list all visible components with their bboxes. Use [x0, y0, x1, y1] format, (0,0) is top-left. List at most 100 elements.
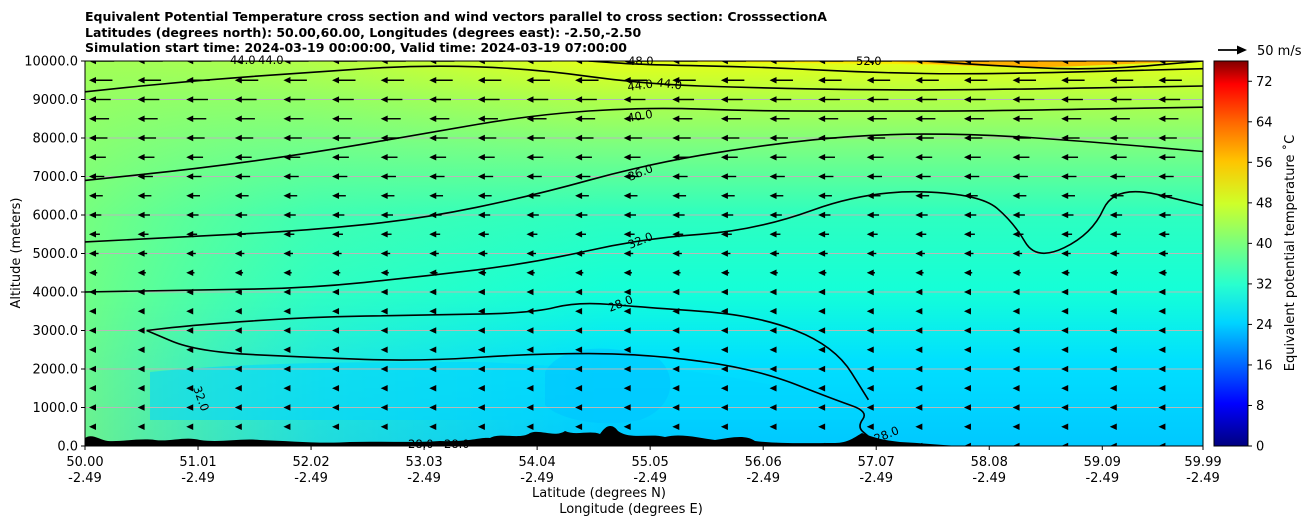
wind-arrow-head	[234, 327, 242, 334]
wind-arrow-head	[963, 231, 971, 238]
wind-arrow-head	[866, 327, 874, 334]
wind-arrow-head	[915, 154, 923, 161]
wind-arrow-head	[963, 308, 971, 315]
wind-arrow-head	[1012, 308, 1020, 315]
wind-arrow-head	[575, 96, 583, 103]
wind-arrow-head	[332, 385, 340, 392]
wind-arrow-head	[380, 250, 388, 257]
wind-arrow-head	[429, 404, 437, 411]
wind-arrow-head	[1158, 288, 1166, 296]
wind-arrow-head	[526, 423, 534, 430]
wind-arrow-head	[1109, 115, 1117, 122]
wind-arrow-head	[1012, 250, 1020, 257]
wind-arrow-head	[818, 154, 826, 161]
wind-arrow-head	[332, 154, 340, 161]
wind-arrow-head	[89, 385, 96, 392]
wind-arrow-head	[137, 327, 145, 334]
wind-arrow-head	[1061, 115, 1069, 122]
wind-arrow-head	[1109, 269, 1117, 276]
wind-arrow-head	[915, 173, 923, 180]
colorbar-tick-label: 48	[1256, 196, 1273, 211]
wind-arrow-head	[137, 250, 145, 257]
wind-arrow-head	[89, 77, 96, 84]
wind-arrow-head	[1109, 134, 1117, 142]
wind-arrow-head	[818, 192, 826, 199]
wind-arrow-head	[1012, 442, 1020, 446]
wind-arrow-head	[1109, 308, 1117, 315]
wind-arrow-head	[283, 211, 291, 219]
wind-arrow-head	[1158, 173, 1166, 180]
wind-arrow-head	[234, 269, 242, 276]
wind-arrow-head	[915, 211, 923, 219]
wind-arrow-head	[575, 211, 583, 219]
wind-arrow-head	[137, 61, 145, 65]
contour-line-52	[924, 61, 1203, 70]
wind-arrow-head	[429, 385, 437, 392]
wind-arrow-head	[963, 327, 971, 334]
wind-arrow-head	[283, 96, 291, 103]
wind-arrow-head	[1061, 327, 1069, 334]
contour-label-44-c: 44.0	[230, 53, 256, 67]
x-tick-label-lat: 50.00	[66, 455, 103, 470]
y-tick-label: 7000.0	[33, 170, 79, 185]
wind-arrow-head	[332, 231, 340, 238]
wind-arrow-head	[380, 423, 388, 430]
wind-arrow-head	[866, 211, 874, 219]
wind-arrow-head	[283, 327, 291, 334]
wind-arrow-head	[575, 231, 583, 238]
wind-arrow-head	[137, 231, 145, 238]
wind-arrow-head	[720, 288, 728, 296]
wind-arrow-head	[672, 173, 680, 180]
plot-area	[85, 61, 1203, 446]
wind-arrow-head	[915, 61, 923, 65]
contour-label-28-b: 28.0	[444, 437, 470, 451]
wind-arrow-head	[623, 365, 631, 373]
y-tick-label: 2000.0	[33, 363, 79, 378]
wind-arrow-head	[769, 365, 777, 373]
wind-arrow-head	[1158, 134, 1166, 142]
wind-arrow-head	[234, 192, 242, 199]
wind-arrow-head	[915, 77, 923, 84]
wind-arrow-head	[137, 385, 145, 392]
wind-arrow-head	[332, 134, 340, 142]
wind-arrow-head	[915, 365, 923, 373]
wind-arrow-head	[477, 115, 485, 122]
wind-arrow-head	[186, 308, 194, 315]
wind-arrow-head	[818, 61, 826, 65]
wind-arrow-head	[1109, 385, 1117, 392]
x-tick-label-lon: -2.49	[1186, 471, 1220, 486]
wind-arrow-head	[186, 154, 194, 161]
wind-arrow-head	[1012, 77, 1020, 84]
wind-arrow-head	[818, 173, 826, 180]
wind-arrow-head	[575, 115, 583, 122]
title-line-3: Simulation start time: 2024-03-19 00:00:…	[85, 40, 627, 55]
wind-arrow-head	[429, 77, 437, 84]
wind-arrow-head	[623, 250, 631, 257]
wind-arrow-head	[380, 231, 388, 238]
wind-arrow-head	[380, 96, 388, 103]
wind-arrow-head	[186, 346, 194, 353]
wind-arrow-head	[672, 423, 680, 430]
wind-arrow-head	[769, 404, 777, 411]
wind-arrow-head	[963, 154, 971, 161]
wind-arrow-head	[234, 115, 242, 122]
wind-arrow-head	[769, 61, 777, 65]
wind-arrow-head	[1012, 61, 1020, 65]
wind-arrow-head	[963, 423, 971, 430]
wind-arrow-head	[89, 115, 96, 122]
wind-arrow-head	[283, 269, 291, 276]
y-tick-label: 6000.0	[33, 209, 79, 224]
wind-arrow-head	[1012, 327, 1020, 334]
x-tick-label-lon: -2.49	[520, 471, 554, 486]
wind-arrow-head	[89, 423, 96, 430]
wind-arrow-head	[526, 61, 534, 65]
wind-arrow-head	[1061, 61, 1069, 65]
chart-title: Equivalent Potential Temperature cross s…	[85, 9, 827, 56]
wind-arrow-head	[866, 308, 874, 315]
wind-arrow-head	[1158, 96, 1166, 103]
colorbar-tick-label: 32	[1256, 277, 1273, 292]
wind-arrow-head	[963, 96, 971, 103]
contour-line-44	[85, 65, 1203, 93]
wind-arrow-head	[283, 134, 291, 142]
wind-arrow-head	[332, 211, 340, 219]
